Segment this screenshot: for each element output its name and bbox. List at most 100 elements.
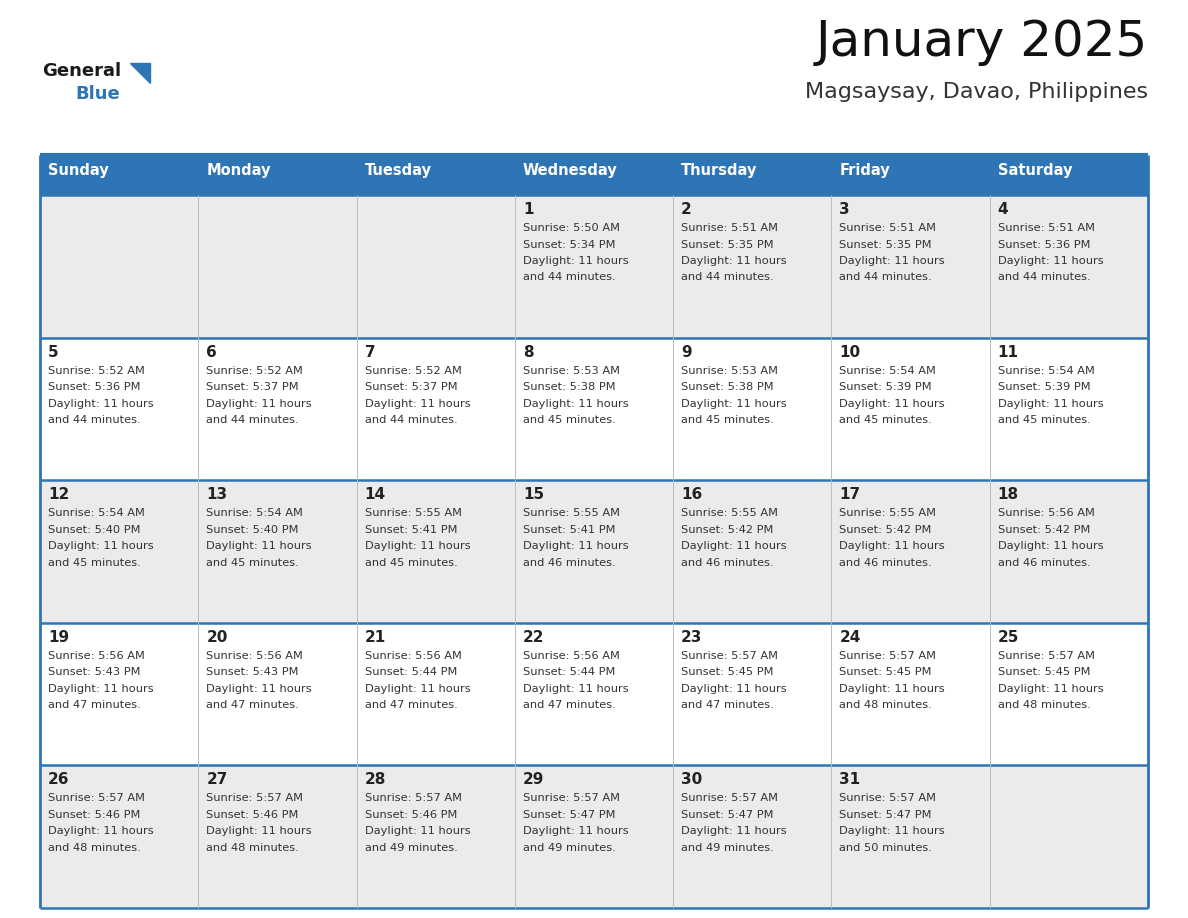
Bar	[40, 155, 198, 195]
Text: Sunrise: 5:57 AM: Sunrise: 5:57 AM	[48, 793, 145, 803]
Text: Saturday: Saturday	[998, 163, 1073, 178]
Text: and 46 minutes.: and 46 minutes.	[681, 558, 773, 567]
Text: Daylight: 11 hours: Daylight: 11 hours	[998, 684, 1104, 694]
Text: 30: 30	[681, 772, 702, 788]
Text: and 48 minutes.: and 48 minutes.	[840, 700, 933, 711]
Bar	[514, 622, 674, 766]
Text: 23: 23	[681, 630, 702, 644]
Text: Sunset: 5:40 PM: Sunset: 5:40 PM	[48, 525, 140, 534]
Text: Daylight: 11 hours: Daylight: 11 hours	[523, 684, 628, 694]
Bar	[40, 480, 198, 622]
Text: Sunset: 5:35 PM: Sunset: 5:35 PM	[840, 240, 933, 250]
Bar	[40, 766, 198, 908]
Text: Sunset: 5:46 PM: Sunset: 5:46 PM	[365, 810, 457, 820]
Bar	[674, 195, 832, 338]
Text: Sunset: 5:37 PM: Sunset: 5:37 PM	[365, 382, 457, 392]
Text: Sunset: 5:42 PM: Sunset: 5:42 PM	[840, 525, 931, 534]
Bar	[674, 766, 832, 908]
Text: 7: 7	[365, 344, 375, 360]
Text: Sunrise: 5:57 AM: Sunrise: 5:57 AM	[840, 793, 936, 803]
Text: 9: 9	[681, 344, 691, 360]
Text: 27: 27	[207, 772, 228, 788]
Text: and 47 minutes.: and 47 minutes.	[365, 700, 457, 711]
Text: 4: 4	[998, 202, 1009, 217]
Text: Daylight: 11 hours: Daylight: 11 hours	[48, 826, 153, 836]
Text: and 44 minutes.: and 44 minutes.	[523, 273, 615, 283]
Text: Sunset: 5:43 PM: Sunset: 5:43 PM	[48, 667, 140, 677]
Bar	[198, 622, 356, 766]
Text: Daylight: 11 hours: Daylight: 11 hours	[998, 398, 1104, 409]
Text: Sunrise: 5:54 AM: Sunrise: 5:54 AM	[998, 365, 1094, 375]
Text: and 44 minutes.: and 44 minutes.	[365, 415, 457, 425]
Text: Sunset: 5:37 PM: Sunset: 5:37 PM	[207, 382, 299, 392]
Text: and 48 minutes.: and 48 minutes.	[48, 843, 140, 853]
Text: Sunset: 5:42 PM: Sunset: 5:42 PM	[998, 525, 1091, 534]
Text: 24: 24	[840, 630, 861, 644]
Bar	[832, 195, 990, 338]
Text: and 45 minutes.: and 45 minutes.	[365, 558, 457, 567]
Text: Wednesday: Wednesday	[523, 163, 618, 178]
Text: and 44 minutes.: and 44 minutes.	[998, 273, 1091, 283]
Text: 6: 6	[207, 344, 217, 360]
Text: Daylight: 11 hours: Daylight: 11 hours	[998, 256, 1104, 266]
Text: Daylight: 11 hours: Daylight: 11 hours	[207, 684, 312, 694]
Text: and 44 minutes.: and 44 minutes.	[681, 273, 773, 283]
Text: 18: 18	[998, 487, 1019, 502]
Text: and 44 minutes.: and 44 minutes.	[48, 415, 140, 425]
Text: Daylight: 11 hours: Daylight: 11 hours	[998, 542, 1104, 551]
Text: and 44 minutes.: and 44 minutes.	[840, 273, 933, 283]
Text: and 50 minutes.: and 50 minutes.	[840, 843, 933, 853]
Text: Sunrise: 5:56 AM: Sunrise: 5:56 AM	[48, 651, 145, 661]
Text: Daylight: 11 hours: Daylight: 11 hours	[681, 398, 786, 409]
Text: Daylight: 11 hours: Daylight: 11 hours	[207, 826, 312, 836]
Text: and 45 minutes.: and 45 minutes.	[207, 558, 299, 567]
Text: 14: 14	[365, 487, 386, 502]
Text: General: General	[42, 62, 121, 80]
Text: Sunrise: 5:56 AM: Sunrise: 5:56 AM	[523, 651, 620, 661]
Text: 17: 17	[840, 487, 860, 502]
Text: Sunrise: 5:54 AM: Sunrise: 5:54 AM	[48, 509, 145, 518]
Text: Friday: Friday	[840, 163, 890, 178]
Bar	[674, 622, 832, 766]
Text: 22: 22	[523, 630, 544, 644]
Text: Sunset: 5:39 PM: Sunset: 5:39 PM	[840, 382, 933, 392]
Text: and 44 minutes.: and 44 minutes.	[207, 415, 299, 425]
Bar	[990, 155, 1148, 195]
Text: and 47 minutes.: and 47 minutes.	[523, 700, 615, 711]
Text: 26: 26	[48, 772, 70, 788]
Text: and 47 minutes.: and 47 minutes.	[48, 700, 140, 711]
Text: and 46 minutes.: and 46 minutes.	[840, 558, 933, 567]
Text: Sunset: 5:35 PM: Sunset: 5:35 PM	[681, 240, 773, 250]
Text: Daylight: 11 hours: Daylight: 11 hours	[48, 542, 153, 551]
Text: and 49 minutes.: and 49 minutes.	[681, 843, 773, 853]
Text: Daylight: 11 hours: Daylight: 11 hours	[365, 398, 470, 409]
Text: 12: 12	[48, 487, 69, 502]
Bar	[356, 195, 514, 338]
Text: Sunset: 5:34 PM: Sunset: 5:34 PM	[523, 240, 615, 250]
Bar	[356, 480, 514, 622]
Text: January 2025: January 2025	[816, 18, 1148, 66]
Bar	[514, 766, 674, 908]
Text: Daylight: 11 hours: Daylight: 11 hours	[681, 256, 786, 266]
Text: 16: 16	[681, 487, 702, 502]
Text: Daylight: 11 hours: Daylight: 11 hours	[207, 542, 312, 551]
Text: Sunrise: 5:51 AM: Sunrise: 5:51 AM	[840, 223, 936, 233]
Text: Daylight: 11 hours: Daylight: 11 hours	[523, 398, 628, 409]
Text: Daylight: 11 hours: Daylight: 11 hours	[523, 826, 628, 836]
Text: Sunset: 5:46 PM: Sunset: 5:46 PM	[207, 810, 298, 820]
Bar	[198, 195, 356, 338]
Text: Sunrise: 5:51 AM: Sunrise: 5:51 AM	[998, 223, 1094, 233]
Bar	[832, 622, 990, 766]
Text: Daylight: 11 hours: Daylight: 11 hours	[840, 542, 944, 551]
Text: Sunrise: 5:55 AM: Sunrise: 5:55 AM	[681, 509, 778, 518]
Polygon shape	[129, 63, 150, 83]
Bar	[356, 766, 514, 908]
Text: Sunset: 5:46 PM: Sunset: 5:46 PM	[48, 810, 140, 820]
Text: Sunrise: 5:56 AM: Sunrise: 5:56 AM	[998, 509, 1094, 518]
Bar	[198, 155, 356, 195]
Text: 21: 21	[365, 630, 386, 644]
Text: Sunrise: 5:57 AM: Sunrise: 5:57 AM	[681, 651, 778, 661]
Bar	[990, 480, 1148, 622]
Bar	[514, 155, 674, 195]
Text: and 45 minutes.: and 45 minutes.	[48, 558, 140, 567]
